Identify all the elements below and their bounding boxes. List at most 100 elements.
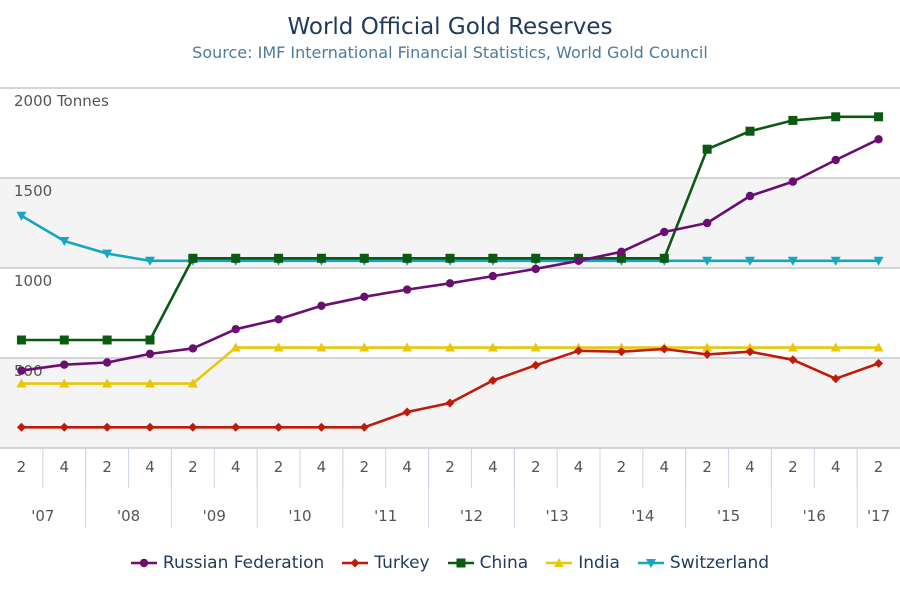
legend-swatch bbox=[637, 559, 664, 568]
x-tick-label: 2 bbox=[874, 458, 884, 476]
year-label: '16 bbox=[803, 507, 826, 525]
data-point-china bbox=[745, 126, 755, 136]
legend-item-switzerland[interactable]: Switzerland bbox=[637, 553, 770, 573]
data-point-russian-federation bbox=[574, 256, 583, 265]
data-point-india bbox=[145, 378, 155, 388]
x-tick-label: 4 bbox=[402, 458, 412, 476]
legend-item-turkey[interactable]: Turkey bbox=[342, 553, 430, 573]
data-point-switzerland bbox=[16, 211, 27, 221]
data-point-russian-federation bbox=[617, 247, 626, 256]
y-tick-label: 1000 bbox=[14, 272, 52, 290]
y-tick-label: 1500 bbox=[14, 182, 52, 200]
data-point-turkey bbox=[488, 376, 498, 385]
chart-title: World Official Gold Reserves bbox=[287, 14, 613, 40]
data-point-russian-federation bbox=[317, 301, 326, 310]
data-point-china bbox=[831, 112, 841, 122]
data-point-russian-federation bbox=[360, 292, 369, 301]
data-point-turkey bbox=[788, 355, 798, 365]
legend-item-china[interactable]: China bbox=[447, 553, 529, 573]
data-point-india bbox=[230, 342, 241, 352]
data-point-china bbox=[874, 112, 884, 122]
year-label: '14 bbox=[631, 507, 654, 525]
data-point-india bbox=[187, 378, 198, 388]
data-point-india bbox=[830, 342, 841, 352]
year-label: '08 bbox=[117, 507, 140, 525]
data-point-turkey bbox=[188, 422, 198, 432]
data-point-china bbox=[102, 335, 112, 345]
data-point-switzerland bbox=[745, 256, 755, 266]
data-point-russian-federation bbox=[488, 271, 498, 281]
year-label: '10 bbox=[288, 507, 311, 525]
data-point-india bbox=[487, 342, 498, 352]
data-point-russian-federation bbox=[702, 218, 712, 228]
x-tick-label: 4 bbox=[231, 458, 241, 476]
data-point-turkey bbox=[874, 358, 884, 368]
data-point-russian-federation bbox=[188, 344, 198, 353]
chart-legend: Russian Federation Turkey China India Switze… bbox=[0, 553, 900, 573]
legend-item-india[interactable]: India bbox=[546, 553, 620, 573]
x-tick-label: 4 bbox=[317, 458, 327, 476]
data-point-india bbox=[616, 342, 627, 352]
data-point-turkey bbox=[616, 347, 626, 357]
year-label: '07 bbox=[31, 507, 54, 525]
data-point-china bbox=[59, 335, 69, 345]
data-point-china bbox=[188, 253, 198, 263]
legend-label: India bbox=[578, 553, 620, 573]
x-tick-label: 2 bbox=[17, 458, 27, 476]
x-tick-label: 2 bbox=[274, 458, 284, 476]
data-point-russian-federation bbox=[445, 279, 455, 288]
legend-label: China bbox=[479, 553, 529, 573]
data-point-china bbox=[274, 253, 284, 263]
data-point-india bbox=[102, 378, 113, 388]
data-point-russian-federation bbox=[745, 191, 755, 201]
y-tick-label: 2000 Tonnes bbox=[14, 92, 109, 110]
x-tick-label: 4 bbox=[60, 458, 70, 476]
year-label: '15 bbox=[717, 507, 740, 525]
data-point-india bbox=[402, 342, 413, 352]
year-label: '11 bbox=[374, 507, 397, 525]
legend-swatch bbox=[130, 558, 157, 568]
data-point-russian-federation bbox=[788, 177, 798, 186]
year-label: '17 bbox=[867, 507, 890, 525]
data-point-turkey bbox=[531, 360, 541, 370]
data-point-india bbox=[16, 378, 27, 388]
data-point-china bbox=[316, 253, 326, 263]
data-point-turkey bbox=[659, 344, 669, 354]
data-point-switzerland bbox=[873, 256, 884, 266]
data-point-turkey bbox=[574, 346, 584, 356]
legend-item-russian-federation[interactable]: Russian Federation bbox=[130, 553, 325, 573]
legend-swatch bbox=[546, 558, 573, 567]
data-point-turkey bbox=[702, 349, 712, 359]
data-point-india bbox=[316, 342, 327, 352]
chart-subtitle: Source: IMF International Financial Stat… bbox=[192, 43, 708, 62]
data-point-china bbox=[659, 253, 669, 263]
data-point-india bbox=[745, 342, 755, 352]
data-point-china bbox=[788, 115, 798, 125]
x-tick-label: 4 bbox=[660, 458, 670, 476]
data-point-turkey bbox=[16, 422, 26, 432]
legend-label: Turkey bbox=[374, 553, 430, 573]
data-point-china bbox=[616, 253, 626, 263]
data-point-china bbox=[531, 253, 541, 263]
data-point-india bbox=[59, 378, 70, 388]
data-point-india bbox=[702, 342, 713, 352]
year-label: '09 bbox=[203, 507, 226, 525]
data-point-switzerland bbox=[102, 249, 113, 259]
data-point-china bbox=[359, 253, 369, 263]
legend-label: Switzerland bbox=[669, 553, 770, 573]
data-point-russian-federation bbox=[102, 358, 112, 367]
data-point-turkey bbox=[402, 407, 412, 417]
data-point-india bbox=[273, 342, 284, 352]
x-tick-label: 2 bbox=[702, 458, 712, 476]
data-point-switzerland bbox=[787, 256, 798, 266]
x-tick-label: 2 bbox=[617, 458, 627, 476]
legend-label: Russian Federation bbox=[162, 553, 325, 573]
data-point-switzerland bbox=[145, 256, 155, 266]
data-point-china bbox=[702, 144, 712, 154]
data-point-china bbox=[402, 253, 412, 263]
x-tick-label: 4 bbox=[488, 458, 498, 476]
data-point-switzerland bbox=[59, 237, 70, 246]
data-point-russian-federation bbox=[274, 315, 283, 324]
data-point-turkey bbox=[59, 422, 69, 432]
